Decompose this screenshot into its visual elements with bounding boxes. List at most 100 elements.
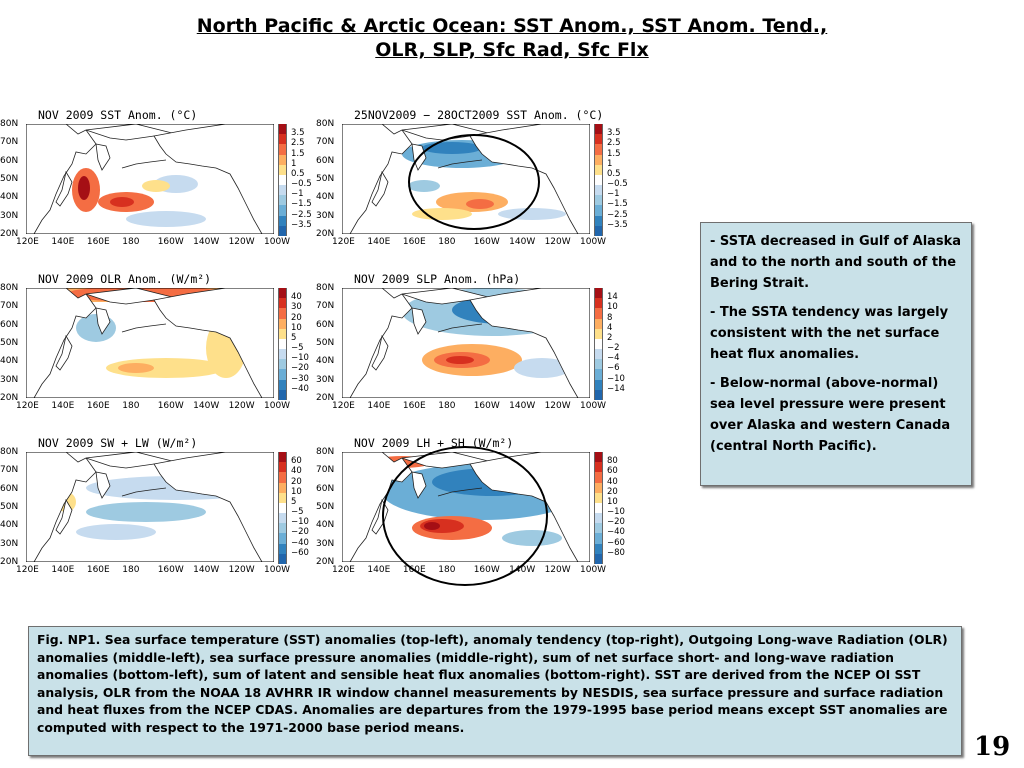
colorbar-label: −10 <box>607 373 625 384</box>
colorbar-label: −10 <box>291 353 309 364</box>
lat-tick: 70N <box>0 465 19 476</box>
colorbar <box>594 452 603 564</box>
lat-tick: 40N <box>0 356 19 367</box>
colorbar-label: −14 <box>607 383 625 394</box>
colorbar-label: 10 <box>291 322 302 333</box>
lat-tick: 70N <box>0 137 19 148</box>
colorbar-label: −5 <box>291 343 304 354</box>
colorbar-label: 0.5 <box>291 168 305 179</box>
colorbar-label: −60 <box>291 547 309 558</box>
lon-tick: 140E <box>51 237 75 247</box>
colorbar-label: −60 <box>607 537 625 548</box>
lon-tick: 160W <box>473 237 500 247</box>
lon-tick: 140W <box>193 401 220 411</box>
colorbar-label: 60 <box>607 466 618 477</box>
colorbar-label: 4 <box>607 322 613 333</box>
colorbar-label: 60 <box>291 456 302 467</box>
lon-tick: 120E <box>16 565 39 575</box>
lon-tick: 120E <box>332 237 355 247</box>
lon-tick: 140W <box>193 565 220 575</box>
lon-tick: 160W <box>157 401 184 411</box>
lon-tick: 140E <box>367 401 391 411</box>
lat-tick: 40N <box>0 192 19 203</box>
lon-tick: 140E <box>367 565 391 575</box>
lat-tick: 20N <box>0 229 19 239</box>
lat-tick: 20N <box>0 557 19 567</box>
panel-title: 25NOV2009 − 28OCT2009 SST Anom. (°C) <box>354 108 604 122</box>
lon-tick: 140E <box>51 401 75 411</box>
colorbar-label: −0.5 <box>291 179 312 190</box>
colorbar-label: −30 <box>291 373 309 384</box>
lon-tick: 180 <box>122 565 140 575</box>
lat-tick: 60N <box>316 483 335 494</box>
panel-title: NOV 2009 OLR Anom. (W/m²) <box>38 272 212 286</box>
lat-tick: 40N <box>316 356 335 367</box>
lat-tick: 80N <box>0 283 19 293</box>
lat-tick: 30N <box>0 374 19 385</box>
lon-tick: 180 <box>122 237 140 247</box>
lat-tick: 40N <box>0 520 19 531</box>
lon-tick: 140W <box>193 237 220 247</box>
colorbar-label: 20 <box>291 476 302 487</box>
lon-tick: 160W <box>157 565 184 575</box>
colorbar-label: 14 <box>607 292 618 303</box>
lat-tick: 50N <box>0 174 19 184</box>
lat-tick: 80N <box>316 119 335 129</box>
lon-tick: 120E <box>332 565 355 575</box>
colorbar-label: 40 <box>291 466 302 477</box>
summary-box: - SSTA decreased in Gulf of Alaska and t… <box>700 222 972 486</box>
summary-note-2: - The SSTA tendency was largely consiste… <box>710 305 949 362</box>
title-line-1: North Pacific & Arctic Ocean: SST Anom.,… <box>196 15 828 37</box>
colorbar-label: 5 <box>291 496 297 507</box>
lat-tick: 20N <box>316 229 335 239</box>
lat-tick: 80N <box>0 119 19 129</box>
colorbar-label: 5 <box>291 332 297 343</box>
lon-tick: 120W <box>544 565 571 575</box>
lat-tick: 80N <box>0 447 19 457</box>
lon-tick: 120W <box>228 565 255 575</box>
colorbar-label: −40 <box>607 527 625 538</box>
colorbar-label: 2.5 <box>291 138 305 149</box>
lon-tick: 160E <box>402 237 426 247</box>
lat-tick: 70N <box>0 301 19 312</box>
lat-tick: 50N <box>0 338 19 348</box>
lat-tick: 30N <box>0 538 19 549</box>
lat-tick: 50N <box>0 502 19 512</box>
lat-tick: 30N <box>0 210 19 221</box>
lon-tick: 160W <box>473 401 500 411</box>
colorbar-label: −3.5 <box>291 219 312 230</box>
lon-tick: 100W <box>264 237 291 247</box>
colorbar-label: −20 <box>291 527 309 538</box>
summary-note-3: - Below-normal (above-normal) sea level … <box>710 376 951 454</box>
lon-tick: 180 <box>122 401 140 411</box>
map-plot <box>26 452 274 562</box>
lon-tick: 140W <box>509 565 536 575</box>
lat-tick: 30N <box>316 538 335 549</box>
lat-tick: 50N <box>316 338 335 348</box>
colorbar-label: 2 <box>607 332 613 343</box>
lon-tick: 160E <box>86 565 110 575</box>
colorbar <box>594 124 603 236</box>
colorbar-label: −6 <box>607 363 620 374</box>
panel-title: NOV 2009 LH + SH (W/m²) <box>354 436 514 450</box>
lon-tick: 120W <box>228 401 255 411</box>
colorbar-label: 30 <box>291 302 302 313</box>
lat-tick: 20N <box>316 393 335 403</box>
colorbar-label: −2 <box>607 343 620 354</box>
lon-tick: 120E <box>332 401 355 411</box>
lon-tick: 120E <box>16 237 39 247</box>
lat-tick: 40N <box>316 520 335 531</box>
lon-tick: 180 <box>438 237 456 247</box>
lat-tick: 70N <box>316 301 335 312</box>
colorbar <box>594 288 603 400</box>
colorbar-label: 10 <box>607 496 618 507</box>
lon-tick: 120E <box>16 401 39 411</box>
colorbar-label: −4 <box>607 353 620 364</box>
map-plot <box>342 288 590 398</box>
colorbar <box>278 288 287 400</box>
colorbar-label: −2.5 <box>607 209 628 220</box>
colorbar-label: −1 <box>291 189 304 200</box>
lat-tick: 80N <box>316 447 335 457</box>
colorbar-label: 80 <box>607 456 618 467</box>
lat-tick: 30N <box>316 374 335 385</box>
